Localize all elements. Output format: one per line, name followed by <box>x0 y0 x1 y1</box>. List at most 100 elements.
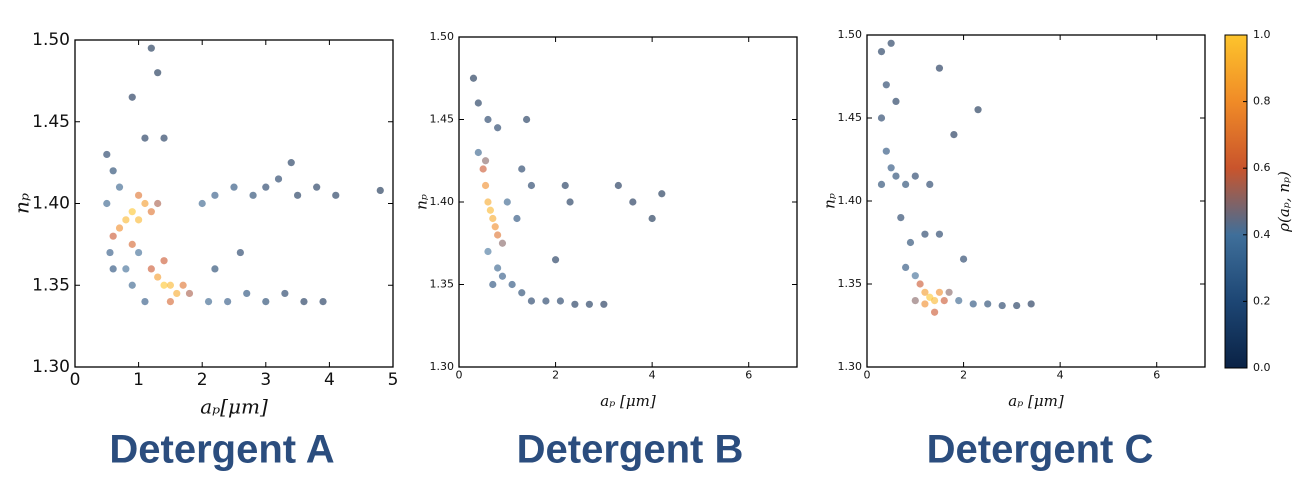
y-tick-label: 1.30 <box>32 357 70 377</box>
data-point <box>115 224 124 232</box>
x-tick-label: 4 <box>1057 368 1064 381</box>
x-tick-label: 5 <box>388 370 399 390</box>
x-tick-label: 4 <box>324 370 335 390</box>
data-point <box>877 114 886 122</box>
y-tick-label: 1.45 <box>32 112 70 132</box>
data-point <box>479 165 487 173</box>
y-tick-label: 1.50 <box>838 28 863 41</box>
data-point <box>585 300 593 308</box>
data-point <box>935 230 944 238</box>
data-point <box>122 216 130 224</box>
data-point <box>481 181 490 190</box>
data-point <box>128 281 136 289</box>
data-point <box>211 265 219 273</box>
data-point <box>281 289 289 298</box>
data-point <box>179 281 187 289</box>
data-point <box>376 186 384 195</box>
data-point <box>469 74 478 82</box>
colorbar-tick-label: 0.4 <box>1253 228 1271 241</box>
data-point <box>911 272 919 280</box>
data-point <box>629 198 637 206</box>
data-point <box>882 81 890 89</box>
data-point <box>474 148 482 157</box>
data-point <box>561 181 569 190</box>
data-point <box>122 265 130 273</box>
data-point <box>892 172 900 180</box>
data-point <box>897 214 905 222</box>
data-point <box>160 281 168 289</box>
data-point <box>494 264 502 272</box>
colorbar-tick-label: 0.0 <box>1253 361 1271 374</box>
data-point <box>969 300 977 308</box>
y-tick-label: 1.40 <box>430 195 455 208</box>
y-tick-label: 1.40 <box>32 194 70 214</box>
data-point <box>484 198 492 206</box>
data-point <box>911 297 919 305</box>
data-point <box>489 280 497 289</box>
y-tick-label: 1.35 <box>32 275 70 295</box>
data-point <box>109 232 117 240</box>
panel-title: Detergent A <box>109 428 334 472</box>
data-point <box>926 293 934 301</box>
data-point <box>998 301 1006 310</box>
data-point <box>486 206 494 214</box>
y-tick-label: 1.35 <box>838 277 863 290</box>
data-point <box>984 300 992 308</box>
data-point <box>481 157 490 165</box>
data-point <box>141 134 149 142</box>
data-point <box>974 106 982 114</box>
data-point <box>1013 301 1021 310</box>
data-point <box>902 180 910 188</box>
data-point <box>877 180 886 188</box>
data-point <box>955 297 963 305</box>
y-axis-label: nₚ <box>820 193 838 209</box>
data-point <box>887 164 895 172</box>
data-point <box>935 288 944 296</box>
plot-frame <box>74 39 394 368</box>
data-point <box>1027 300 1035 308</box>
data-point <box>173 289 181 298</box>
data-point <box>887 39 895 47</box>
data-point <box>141 298 149 306</box>
data-point <box>508 280 516 289</box>
y-axis-label: nₚ <box>9 193 33 214</box>
data-point <box>571 300 579 308</box>
data-point <box>484 247 492 256</box>
data-point <box>940 297 948 305</box>
data-point <box>106 248 114 257</box>
data-point <box>494 231 502 239</box>
data-point <box>249 191 257 199</box>
x-tick-label: 0 <box>456 368 463 381</box>
data-point <box>892 97 900 105</box>
panel-title: Detergent C <box>927 428 1154 472</box>
data-point <box>166 298 174 306</box>
data-point <box>882 147 890 155</box>
y-tick-label: 1.45 <box>838 111 863 124</box>
data-point <box>274 175 283 183</box>
data-point <box>921 288 929 296</box>
data-point <box>294 191 302 199</box>
data-point <box>950 131 958 139</box>
data-point <box>906 238 915 247</box>
data-point <box>614 181 622 190</box>
data-point <box>513 214 521 223</box>
data-point <box>262 183 270 191</box>
colorbar <box>1224 34 1248 369</box>
x-tick-label: 6 <box>745 368 752 381</box>
data-point <box>566 198 574 206</box>
y-tick-label: 1.50 <box>430 30 455 43</box>
x-tick-label: 3 <box>260 370 271 390</box>
data-point <box>527 297 536 305</box>
data-point <box>135 191 143 199</box>
data-point <box>503 198 511 206</box>
colorbar-label: ρ(aₚ, nₚ) <box>1275 171 1293 233</box>
data-point <box>494 124 502 132</box>
colorbar-tick-label: 0.8 <box>1253 95 1271 108</box>
data-point <box>115 183 124 191</box>
data-point <box>313 183 321 191</box>
data-point <box>518 289 526 297</box>
y-tick-label: 1.45 <box>430 113 455 126</box>
data-point <box>658 190 666 198</box>
y-tick-label: 1.50 <box>32 30 70 50</box>
x-axis-label: aₚ [μm] <box>1008 392 1064 410</box>
